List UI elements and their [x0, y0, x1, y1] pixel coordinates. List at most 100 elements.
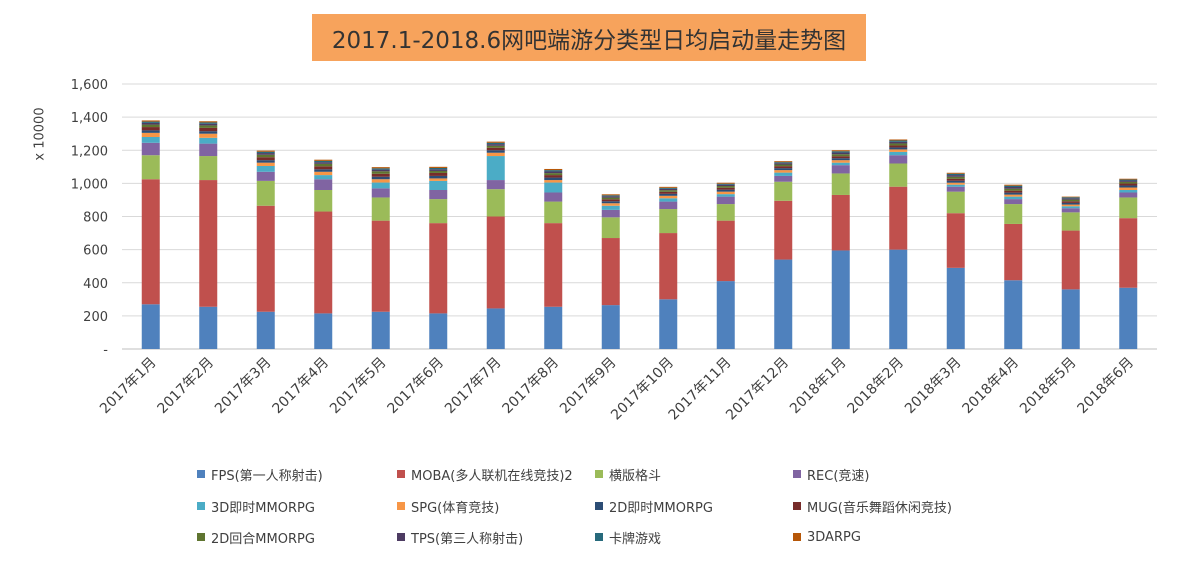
bar-segment — [256, 157, 275, 161]
chart-title-box: 2017.1-2018.6网吧端游分类型日均启动量走势图 — [312, 14, 866, 61]
x-tick-label: 2017年3月 — [212, 355, 275, 418]
bar-segment — [141, 130, 160, 133]
bar-segment — [544, 180, 563, 183]
bar-segment — [601, 205, 620, 210]
bar-segment — [429, 180, 448, 190]
bar-segment — [716, 187, 735, 190]
bar-segment — [946, 191, 965, 214]
bar-segment — [371, 171, 390, 174]
bar-segment — [429, 178, 448, 181]
bar-segment — [1004, 199, 1023, 205]
bar-segment — [1004, 194, 1023, 197]
bar-segment — [256, 171, 275, 181]
bar-segment — [371, 169, 390, 172]
bar-segment — [946, 180, 965, 183]
bar-segment — [831, 150, 850, 152]
bar-segment — [889, 141, 908, 144]
bar-segment — [314, 190, 333, 212]
bar-segment — [429, 166, 448, 168]
x-tick-label: 2017年1月 — [97, 355, 160, 418]
bar-segment — [371, 311, 390, 349]
bar-segment — [601, 197, 620, 200]
bar-segment — [199, 137, 218, 144]
bar-segment — [1004, 204, 1023, 224]
bar-segment — [889, 139, 908, 141]
bar-segment — [314, 211, 333, 314]
bar-segment — [141, 179, 160, 305]
bar-segment — [774, 161, 793, 163]
bar-segment — [774, 163, 793, 165]
bar-segment — [1004, 185, 1023, 188]
bar-segment — [544, 175, 563, 178]
bar-segment — [314, 171, 333, 176]
bar-segment — [199, 123, 218, 126]
bar-segment — [141, 137, 160, 143]
bar-segment — [889, 143, 908, 146]
bar-segment — [199, 122, 218, 124]
bar-segment — [659, 190, 678, 192]
bar-segment — [946, 176, 965, 179]
bar-segment — [716, 184, 735, 187]
bar-segment — [774, 181, 793, 201]
bar-segment — [774, 166, 793, 169]
bar-segment — [486, 142, 505, 145]
bar-segment — [256, 160, 275, 163]
bar-segment — [371, 176, 390, 180]
bar-segment — [199, 156, 218, 181]
bar-segment — [889, 163, 908, 187]
bar-segment — [1004, 223, 1023, 281]
gridlines — [122, 83, 1157, 350]
bar-segment — [831, 154, 850, 157]
bar-segment — [141, 155, 160, 180]
y-tick-label: - — [103, 343, 108, 358]
bar-segment — [486, 144, 505, 146]
bar-segment — [831, 162, 850, 166]
bar-segment — [544, 223, 563, 307]
bar-segment — [774, 170, 793, 173]
bar-segment — [831, 173, 850, 195]
bar-segment — [199, 131, 218, 134]
bar-segment — [429, 313, 448, 349]
x-tick-label: 2018年3月 — [902, 355, 965, 418]
bar-segment — [199, 127, 218, 132]
x-tick-label: 2017年4月 — [269, 355, 332, 418]
bars — [141, 120, 1138, 349]
bar-segment — [716, 204, 735, 221]
bar-segment — [1061, 212, 1080, 231]
bar-segment — [659, 187, 678, 189]
bar-segment — [429, 223, 448, 314]
bar-segment — [716, 189, 735, 192]
x-tick-label: 2018年2月 — [844, 355, 907, 418]
bar-segment — [199, 180, 218, 307]
bar-segment — [429, 170, 448, 173]
bar-segment — [371, 182, 390, 189]
bar-segment — [544, 201, 563, 224]
bar-segment — [1061, 206, 1080, 209]
bar-segment — [544, 182, 563, 193]
bar-segment — [1119, 181, 1138, 184]
bar-segment — [659, 186, 678, 188]
bar-segment — [774, 162, 793, 164]
bar-segment — [601, 217, 620, 239]
bar-segment — [774, 164, 793, 167]
bar-segment — [601, 201, 620, 204]
bar-segment — [141, 120, 160, 122]
bar-segment — [314, 166, 333, 170]
x-tick-label: 2017年8月 — [499, 355, 562, 418]
bar-segment — [371, 220, 390, 312]
bar-segment — [199, 133, 218, 138]
bar-segment — [199, 143, 218, 157]
x-tick-label: 2017年9月 — [557, 355, 620, 418]
y-axis-label: x 10000 — [32, 107, 48, 161]
bar-segment — [1061, 204, 1080, 207]
bar-segment — [314, 179, 333, 190]
bar-segment — [256, 151, 275, 154]
bar-segment — [256, 180, 275, 206]
bar-segment — [1061, 230, 1080, 290]
bar-segment — [946, 184, 965, 187]
bar-segment — [716, 186, 735, 188]
bar-segment — [486, 145, 505, 148]
y-tick-label: 400 — [83, 277, 108, 292]
bar-segment — [429, 167, 448, 170]
